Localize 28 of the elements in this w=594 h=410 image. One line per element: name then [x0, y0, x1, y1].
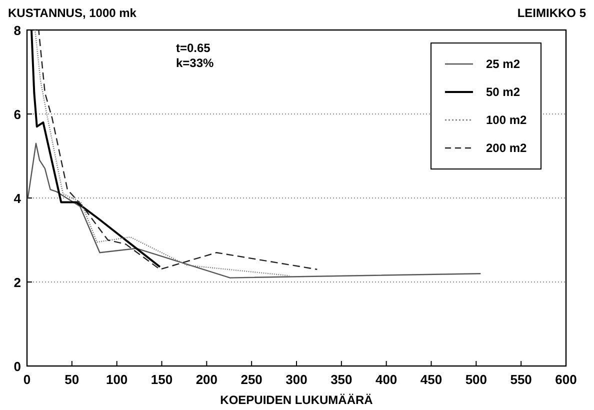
y-tick-label: 6: [14, 107, 21, 122]
y-tick-label: 4: [14, 191, 22, 206]
legend-label: 25 m2: [486, 57, 520, 71]
x-tick-label: 400: [375, 372, 398, 387]
x-tick-label: 550: [510, 372, 532, 387]
x-tick-label: 500: [465, 372, 488, 387]
x-tick-label: 100: [106, 372, 128, 387]
annotation: t=0.65: [176, 41, 211, 55]
x-tick-label: 600: [555, 372, 577, 387]
x-tick-label: 0: [23, 372, 31, 387]
x-tick-label: 200: [196, 372, 218, 387]
x-tick-label: 50: [64, 372, 80, 387]
y-tick-label: 0: [14, 359, 21, 374]
x-tick-label: 300: [286, 372, 308, 387]
chart-title: LEIMIKKO 5: [517, 6, 586, 20]
y-tick-label: 2: [14, 275, 21, 290]
legend-label: 200 m2: [486, 141, 528, 155]
x-tick-label: 350: [330, 372, 352, 387]
x-tick-label: 150: [150, 372, 173, 387]
y-axis-title: KUSTANNUS, 1000 mk: [8, 6, 137, 20]
x-axis-title: KOEPUIDEN LUKUMÄÄRÄ: [220, 393, 374, 407]
y-tick-label: 8: [14, 23, 21, 38]
legend-label: 50 m2: [486, 85, 520, 99]
x-tick-label: 250: [240, 372, 262, 387]
annotation: k=33%: [176, 56, 214, 70]
x-tick-label: 450: [420, 372, 442, 387]
line-series: [27, 142, 482, 278]
legend-label: 100 m2: [486, 113, 528, 127]
